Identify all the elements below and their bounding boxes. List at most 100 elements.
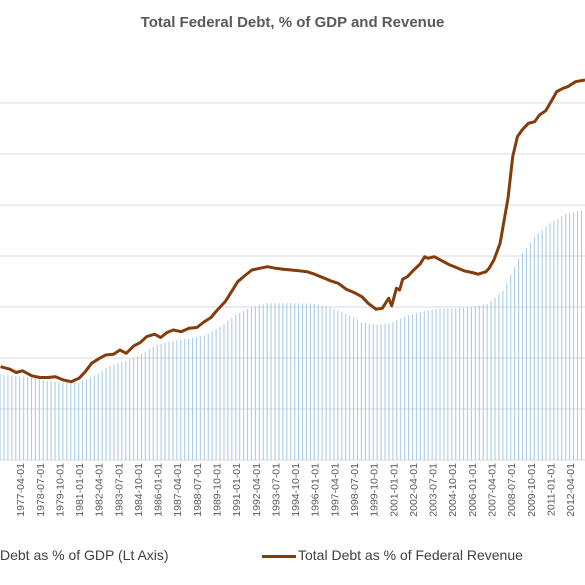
bar	[34, 378, 36, 460]
x-tick-label: 1997-04-01	[329, 463, 341, 517]
bar	[168, 341, 170, 460]
bar	[231, 317, 233, 460]
bar	[565, 214, 567, 460]
bar	[172, 340, 174, 460]
bar	[415, 313, 417, 460]
chart-title: Total Federal Debt, % of GDP and Revenue	[140, 14, 445, 31]
x-tick-label: 1979-10-01	[54, 463, 66, 517]
bar	[518, 258, 520, 460]
x-tick-label: 2009-10-01	[526, 463, 538, 517]
bar	[411, 314, 414, 460]
bar	[70, 382, 72, 460]
x-tick-label: 2001-01-01	[388, 463, 400, 517]
bar	[42, 380, 44, 460]
legend-line-swatch	[262, 554, 296, 558]
bar	[270, 303, 272, 460]
bar	[533, 237, 535, 460]
bar	[506, 283, 508, 460]
bar	[427, 310, 429, 460]
bar	[105, 368, 107, 460]
bar	[246, 309, 249, 460]
bar	[372, 324, 374, 460]
bar	[545, 226, 547, 460]
bar	[345, 313, 347, 460]
bar	[396, 320, 398, 460]
bar	[140, 353, 143, 460]
bar	[121, 362, 123, 460]
legend-entry-line: Total Debt as % of Federal Revenue	[262, 547, 523, 563]
bar	[239, 312, 241, 460]
bar	[274, 303, 276, 460]
x-tick-label: 2002-04-01	[408, 463, 420, 517]
bar	[376, 324, 378, 460]
x-tick-label: 2003-07-01	[428, 463, 440, 517]
bar	[30, 377, 33, 460]
bar	[117, 363, 119, 460]
bar	[313, 303, 315, 460]
bar	[349, 315, 351, 460]
bar	[211, 331, 213, 460]
bar	[451, 308, 453, 460]
x-tick-label: 1988-07-01	[192, 463, 204, 517]
bar	[136, 355, 139, 460]
bar	[400, 318, 402, 460]
legend-bar-label: Debt as % of GDP (Lt Axis)	[0, 547, 169, 563]
series-line	[0, 78, 585, 384]
bar	[250, 307, 253, 460]
bar	[486, 304, 488, 460]
x-tick-label: 2012-04-01	[565, 463, 577, 517]
bar	[384, 323, 386, 460]
bar	[101, 370, 103, 460]
bar	[93, 375, 95, 460]
bar	[262, 304, 264, 460]
bar	[164, 342, 166, 460]
bar	[113, 364, 115, 460]
bar-series	[0, 210, 582, 460]
bar	[435, 309, 437, 460]
bar	[195, 337, 198, 460]
bar	[529, 242, 531, 460]
bar	[576, 211, 579, 460]
bar	[27, 377, 29, 460]
bar	[514, 266, 516, 460]
bar	[301, 303, 304, 460]
bar	[286, 303, 288, 460]
bar	[50, 381, 52, 460]
bar	[408, 315, 410, 460]
bar	[144, 351, 146, 460]
bar	[553, 221, 555, 460]
bar	[423, 310, 425, 460]
line-series	[0, 78, 585, 384]
x-tick-label: 1996-01-01	[310, 463, 322, 517]
bar	[223, 323, 225, 460]
bar	[498, 294, 500, 460]
bar	[360, 322, 362, 460]
bar	[54, 381, 56, 460]
bar	[11, 375, 13, 460]
bar	[364, 323, 366, 460]
bar	[356, 320, 359, 460]
bar	[537, 233, 539, 460]
x-tick-label: 1999-10-01	[369, 463, 381, 517]
bar	[557, 218, 559, 460]
bar	[156, 344, 158, 460]
bar	[152, 347, 154, 460]
bar	[243, 310, 245, 460]
bar	[235, 314, 237, 460]
bar	[199, 336, 201, 460]
bar	[447, 308, 449, 460]
bar	[129, 359, 131, 460]
bar	[502, 290, 504, 460]
bar	[459, 308, 461, 460]
bar	[466, 307, 469, 460]
legend-entry-bar: Debt as % of GDP (Lt Axis)	[0, 547, 169, 563]
bar	[58, 381, 60, 460]
bar	[7, 375, 9, 460]
bar	[482, 304, 484, 460]
bar	[525, 247, 527, 460]
bar	[78, 382, 80, 460]
bar	[521, 252, 524, 460]
bar	[3, 374, 5, 460]
x-tick-label: 1991-01-01	[231, 463, 243, 517]
bar	[282, 303, 284, 460]
